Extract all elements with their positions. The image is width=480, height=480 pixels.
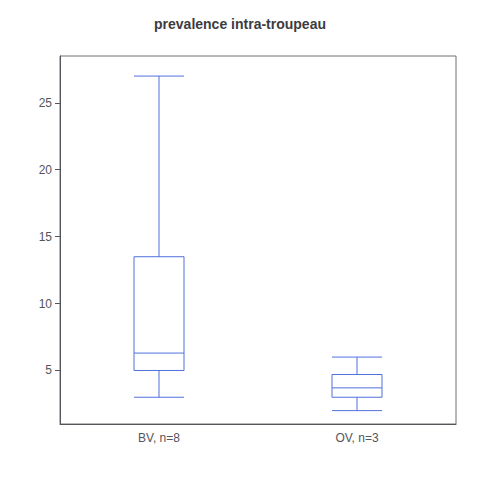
svg-text:15: 15 [39, 230, 53, 244]
svg-text:25: 25 [39, 96, 53, 110]
svg-text:prevalence intra-troupeau: prevalence intra-troupeau [154, 16, 326, 32]
svg-text:5: 5 [45, 363, 52, 377]
svg-text:BV, n=8: BV, n=8 [138, 431, 180, 445]
svg-text:OV, n=3: OV, n=3 [335, 431, 379, 445]
svg-text:10: 10 [39, 297, 53, 311]
svg-text:20: 20 [39, 163, 53, 177]
